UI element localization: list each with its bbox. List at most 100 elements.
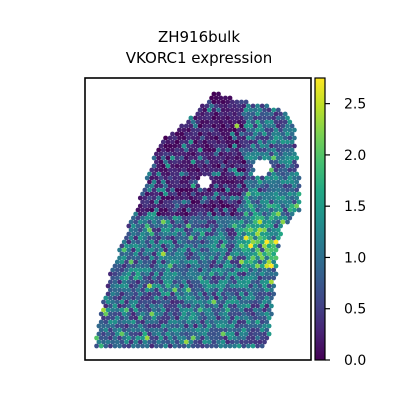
expression-spot — [250, 191, 256, 197]
expression-spot — [225, 339, 231, 345]
expression-spot — [218, 159, 224, 165]
expression-spot — [117, 279, 122, 285]
expression-spot — [220, 179, 226, 185]
expression-spot — [232, 295, 238, 301]
expression-spot — [218, 335, 224, 341]
chart-title-line1: ZH916bulk — [158, 28, 240, 46]
expression-spot — [151, 331, 157, 337]
expression-spot — [246, 287, 251, 293]
expression-spot — [158, 271, 164, 277]
expression-spot — [294, 187, 300, 193]
expression-spot — [183, 251, 189, 257]
expression-spot — [142, 259, 148, 265]
expression-spot — [292, 167, 297, 173]
expression-spot — [255, 103, 260, 109]
expression-spot — [282, 159, 288, 165]
expression-spot — [193, 315, 198, 321]
expression-spot — [147, 339, 152, 345]
expression-spot — [204, 311, 210, 317]
expression-spot — [186, 231, 192, 237]
expression-spot — [241, 255, 247, 261]
expression-spot — [206, 283, 212, 289]
expression-spot — [165, 195, 171, 201]
expression-spot — [117, 319, 122, 325]
expression-spot — [269, 311, 274, 317]
expression-spot — [269, 191, 274, 197]
expression-spot — [186, 135, 192, 141]
expression-spot — [266, 187, 272, 193]
expression-spot — [246, 239, 251, 245]
expression-spot — [142, 267, 148, 273]
expression-spot — [273, 231, 279, 237]
expression-spot — [202, 243, 208, 249]
expression-spot — [114, 315, 120, 321]
expression-spot — [241, 223, 247, 229]
expression-spot — [259, 263, 265, 269]
expression-spot — [151, 195, 157, 201]
expression-spot — [154, 159, 159, 165]
expression-spot — [186, 343, 192, 349]
expression-spot — [177, 247, 182, 253]
expression-spot — [262, 219, 267, 225]
expression-spot — [252, 179, 258, 185]
expression-spot — [195, 271, 201, 277]
expression-spot — [167, 239, 173, 245]
expression-spot — [262, 155, 267, 161]
expression-spot — [183, 267, 189, 273]
expression-spot — [133, 219, 139, 225]
expression-spot — [147, 235, 152, 241]
expression-spot — [131, 327, 136, 333]
expression-spot — [181, 231, 187, 237]
expression-spot — [190, 271, 196, 277]
expression-spot — [269, 207, 274, 213]
expression-spot — [216, 323, 221, 329]
expression-spot — [119, 291, 125, 297]
expression-spot — [149, 271, 155, 277]
expression-spot — [236, 343, 242, 349]
expression-spot — [239, 251, 244, 257]
expression-spot — [243, 227, 249, 233]
expression-spot — [144, 263, 150, 269]
expression-spot — [239, 267, 244, 273]
expression-spot — [195, 335, 201, 341]
expression-spot — [124, 323, 129, 329]
expression-spot — [206, 323, 212, 329]
expression-spot — [193, 323, 198, 329]
expression-spot — [179, 323, 185, 329]
expression-spot — [248, 235, 254, 241]
expression-spot — [216, 115, 221, 121]
expression-spot — [213, 183, 219, 189]
expression-spot — [140, 311, 146, 317]
expression-spot — [239, 139, 244, 145]
expression-spot — [200, 191, 205, 197]
expression-spot — [179, 227, 185, 233]
expression-spot — [170, 267, 175, 273]
expression-spot — [165, 331, 171, 337]
expression-spot — [200, 287, 205, 293]
expression-spot — [266, 323, 272, 329]
expression-spot — [289, 187, 295, 193]
expression-spot — [266, 211, 272, 217]
expression-spot — [232, 335, 238, 341]
expression-spot — [246, 231, 251, 237]
expression-spot — [131, 287, 136, 293]
expression-spot — [232, 255, 238, 261]
expression-spot — [160, 195, 166, 201]
expression-spot — [121, 295, 127, 301]
expression-spot — [269, 199, 274, 205]
expression-spot — [190, 183, 196, 189]
expression-spot — [186, 167, 192, 173]
expression-spot — [264, 143, 270, 149]
expression-spot — [124, 259, 129, 265]
expression-spot — [294, 171, 300, 177]
expression-spot — [259, 135, 265, 141]
expression-spot — [264, 103, 270, 109]
expression-spot — [262, 339, 267, 345]
expression-spot — [188, 219, 194, 225]
expression-spot — [144, 255, 150, 261]
expression-spot — [223, 295, 228, 301]
expression-spot — [160, 307, 166, 313]
expression-spot — [241, 239, 247, 245]
expression-spot — [154, 231, 159, 237]
expression-spot — [133, 299, 139, 305]
